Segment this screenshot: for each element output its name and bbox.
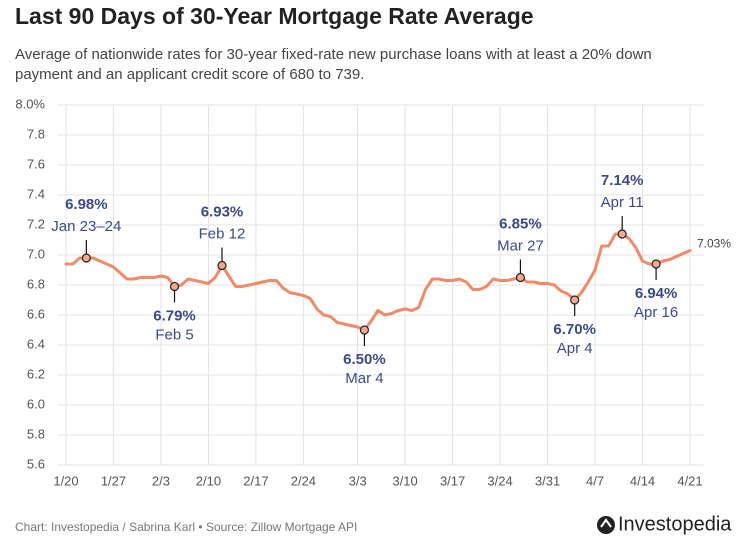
marker bbox=[359, 325, 370, 335]
annotation-date: Apr 11 bbox=[601, 194, 644, 211]
y-tick-label: 7.8 bbox=[27, 126, 45, 141]
annotation-date: Mar 27 bbox=[497, 237, 544, 254]
annotation-date: Feb 12 bbox=[199, 225, 246, 242]
x-tick-label: 2/17 bbox=[243, 473, 268, 488]
annotation-value: 6.93% bbox=[201, 203, 244, 220]
annotation-date: Jan 23–24 bbox=[51, 218, 121, 235]
marker bbox=[617, 229, 627, 239]
y-tick-label: 5.8 bbox=[27, 426, 45, 441]
logo-mark bbox=[600, 518, 612, 528]
x-tick-label: 3/24 bbox=[487, 473, 512, 488]
x-tick-label: 2/3 bbox=[152, 473, 170, 488]
source: Chart: Investopedia / Sabrina Karl • Sou… bbox=[15, 520, 357, 534]
marker bbox=[515, 272, 526, 283]
x-tick-label: 1/20 bbox=[53, 473, 78, 488]
marker bbox=[570, 295, 580, 305]
logo-icon bbox=[597, 516, 615, 534]
line bbox=[64, 232, 692, 332]
brand-logo: Investopedia bbox=[597, 513, 732, 535]
chart-title: Last 90 Days of 30-Year Mortgage Rate Av… bbox=[15, 3, 534, 29]
annotation-value: 6.50% bbox=[343, 351, 386, 368]
x-tick-label: 4/7 bbox=[586, 473, 604, 488]
x-tick-label: 3/3 bbox=[349, 473, 367, 488]
y-tick-label: 6.6 bbox=[27, 306, 45, 321]
annotation-value: 6.98% bbox=[65, 196, 108, 213]
y-tick-label: 5.6 bbox=[27, 456, 45, 471]
annotation-value: 6.94% bbox=[635, 285, 678, 302]
y-tick-label: 6.8 bbox=[27, 276, 45, 291]
x-tick-label: 1/27 bbox=[101, 473, 126, 488]
y-tick-label: 8.0% bbox=[15, 96, 45, 111]
y-tick-label: 7.4 bbox=[27, 186, 45, 201]
annotation-value: 7.14% bbox=[601, 172, 644, 189]
y-tick-label: 7.6 bbox=[27, 156, 45, 171]
y-tick-label: 6.4 bbox=[27, 336, 45, 351]
x-tick-label: 2/24 bbox=[291, 473, 316, 488]
marker bbox=[169, 281, 180, 292]
subtitle: payment and an applicant credit score of… bbox=[15, 66, 364, 83]
annotation-value: 6.70% bbox=[553, 321, 596, 338]
x-tick-label: 2/10 bbox=[196, 473, 221, 488]
y-tick-label: 6.0 bbox=[27, 396, 45, 411]
subtitle: Average of nationwide rates for 30-year … bbox=[15, 46, 652, 63]
annotation-date: Apr 16 bbox=[634, 304, 678, 321]
y-tick-label: 7.2 bbox=[27, 216, 45, 231]
x-tick-label: 4/14 bbox=[630, 473, 655, 488]
marker bbox=[217, 260, 227, 271]
annotation-value: 6.85% bbox=[499, 215, 542, 232]
end-label: 7.03% bbox=[697, 237, 731, 251]
annotation-value: 6.79% bbox=[153, 307, 196, 324]
x-tick-label: 4/21 bbox=[677, 473, 702, 488]
brand: Investopedia bbox=[618, 513, 732, 535]
y-tick-label: 6.2 bbox=[27, 366, 45, 381]
x-tick-label: 3/10 bbox=[392, 473, 417, 488]
annotation-date: Mar 4 bbox=[345, 370, 383, 387]
annotation-date: Apr 4 bbox=[557, 340, 593, 357]
x-tick-label: 3/31 bbox=[535, 473, 560, 488]
marker bbox=[81, 253, 91, 263]
y-tick-label: 7.0 bbox=[27, 246, 45, 261]
annotation-date: Feb 5 bbox=[155, 326, 193, 343]
marker bbox=[651, 259, 661, 269]
x-tick-label: 3/17 bbox=[440, 473, 465, 488]
